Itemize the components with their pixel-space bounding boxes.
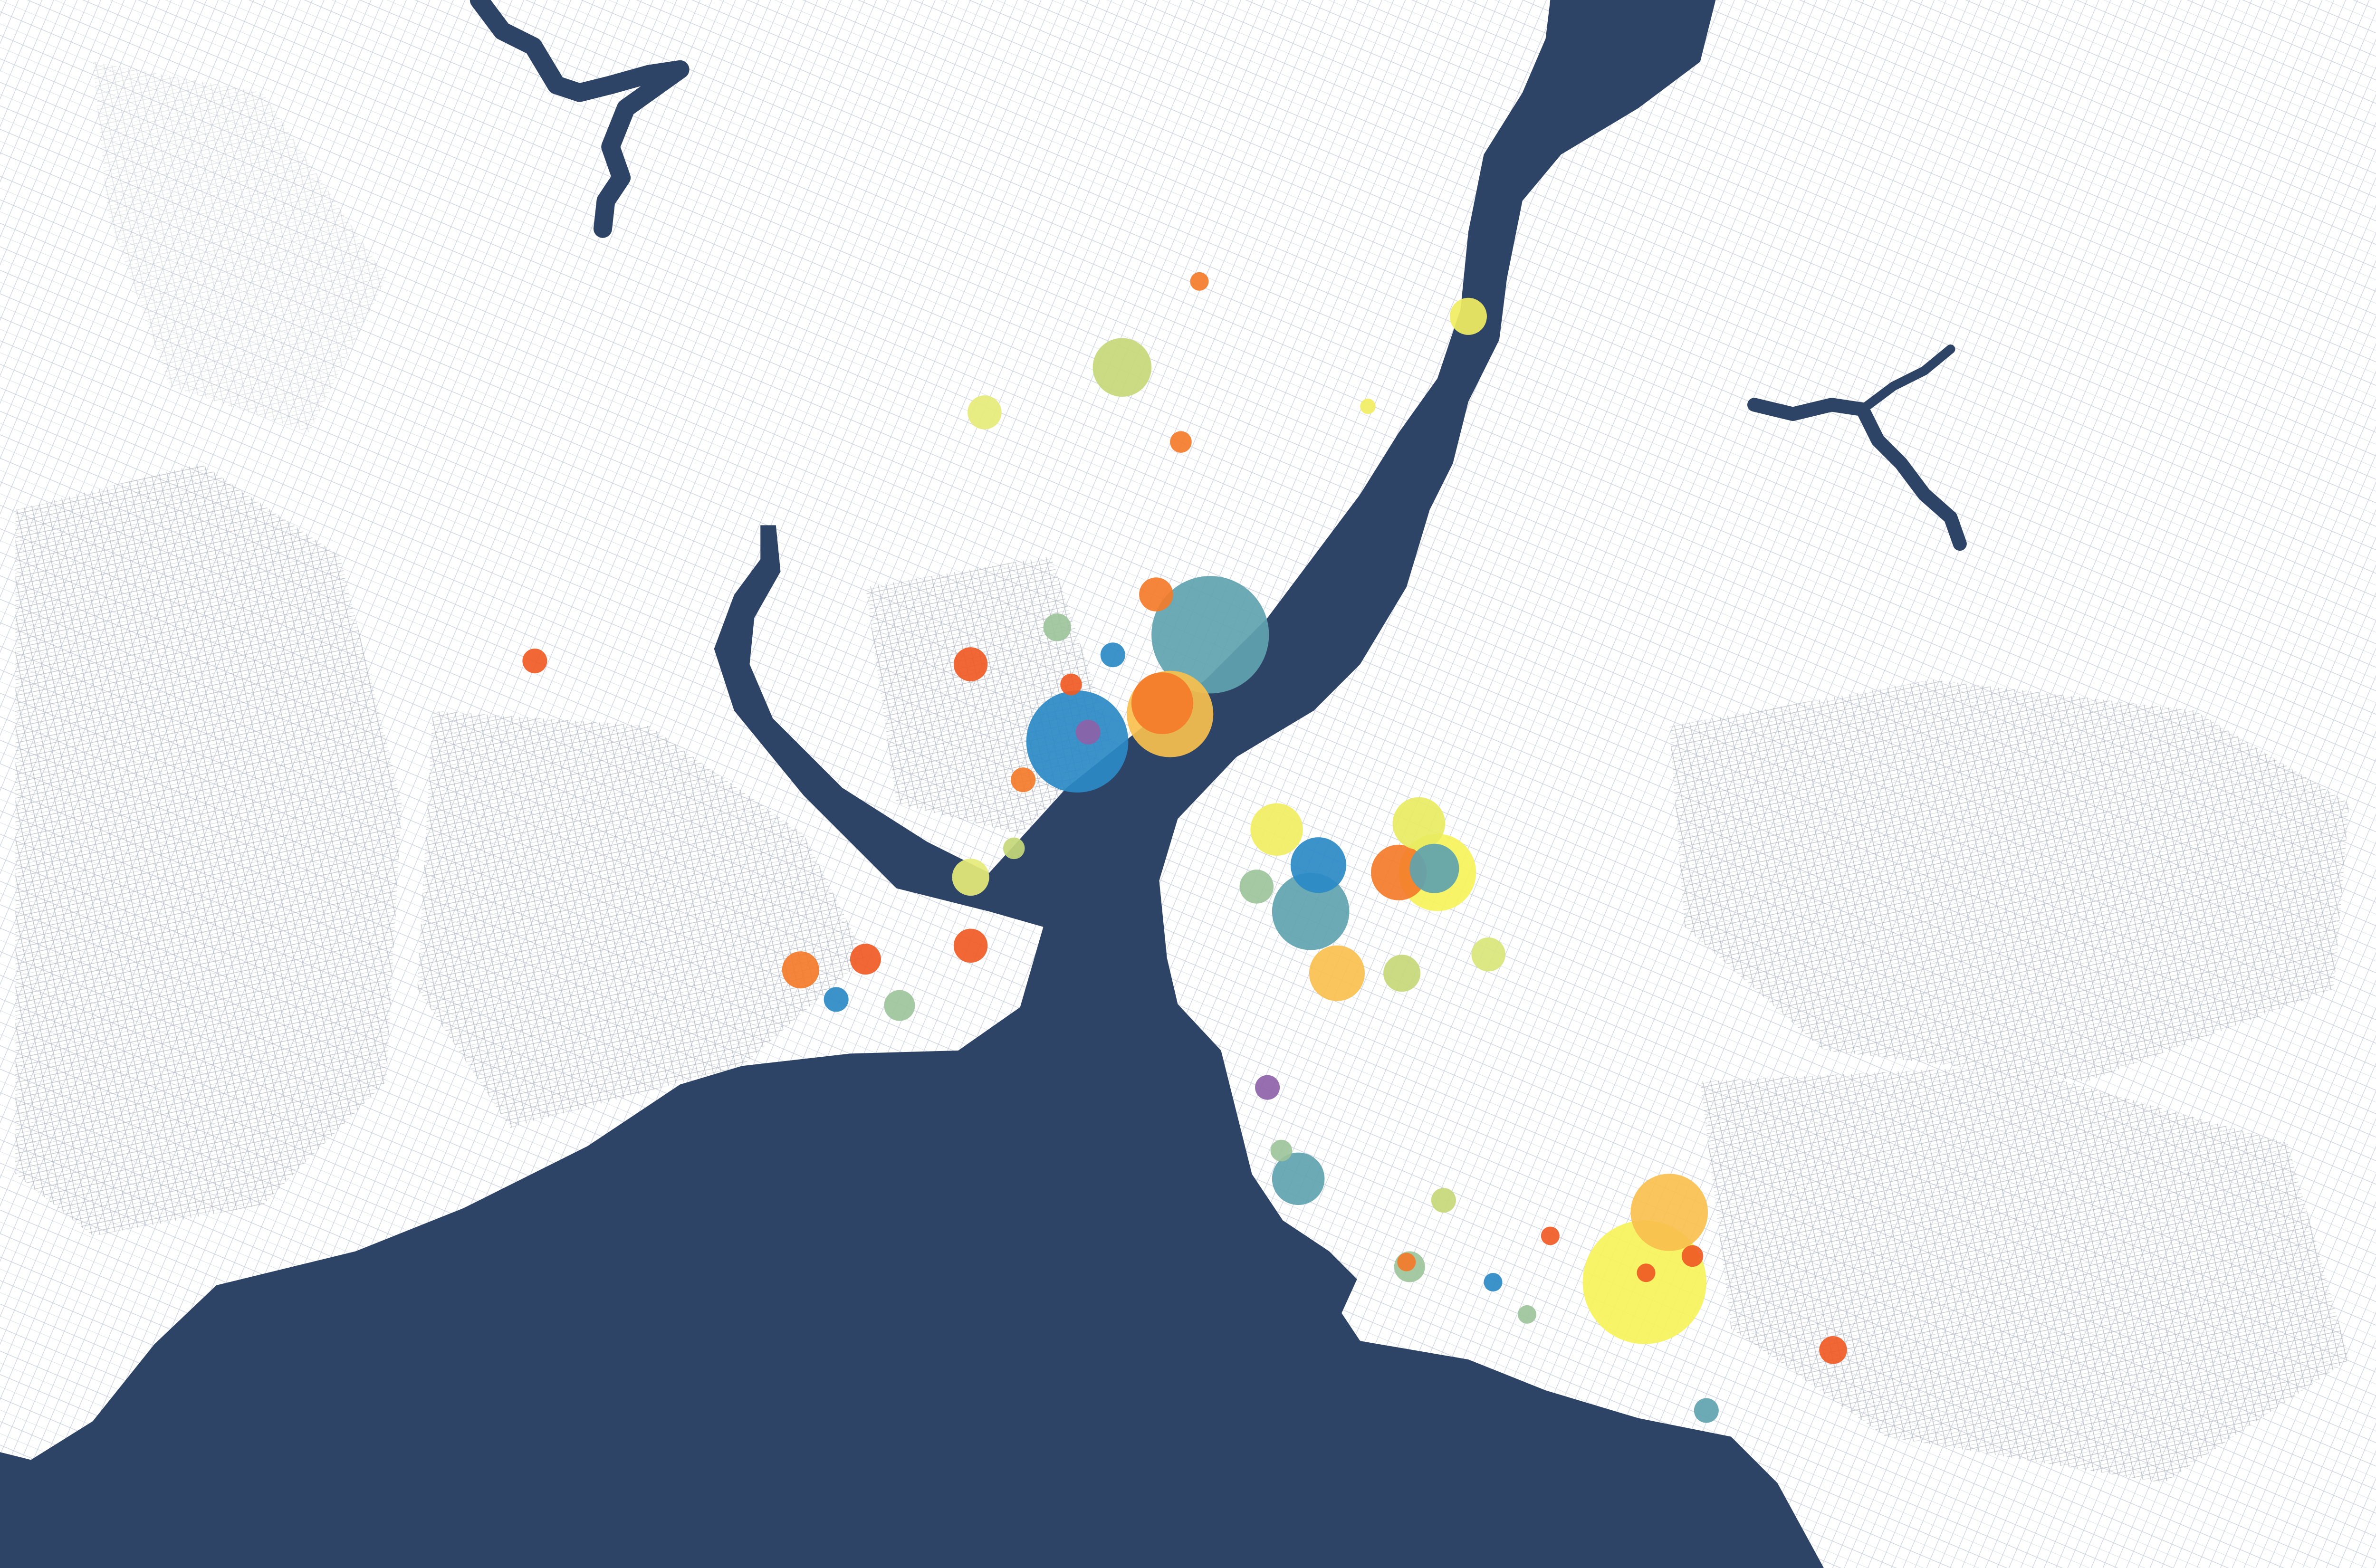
bubble [1484, 1273, 1503, 1292]
reservoir [469, 0, 690, 238]
bubble [1392, 797, 1446, 850]
bubble [1075, 719, 1101, 745]
bubble [1637, 1263, 1656, 1282]
bubble [884, 990, 915, 1021]
bubble [1151, 576, 1269, 694]
bubble [1272, 1152, 1325, 1205]
bubble [953, 647, 988, 681]
bubble [1309, 945, 1365, 1001]
bubble [1582, 1220, 1706, 1344]
bubble [1131, 672, 1193, 735]
bubble [1011, 767, 1036, 793]
reservoir [1747, 398, 1967, 551]
bubble [1026, 690, 1129, 793]
bubble [1819, 1336, 1847, 1364]
bubble [1360, 398, 1376, 414]
bubble-layer [522, 272, 1847, 1423]
bubble [1255, 1075, 1280, 1100]
bubble [824, 987, 849, 1012]
bubble [1431, 1188, 1456, 1213]
bubble [1043, 613, 1072, 641]
bubble [953, 928, 988, 963]
bubble [1471, 937, 1505, 972]
bubble [1003, 837, 1025, 860]
bubble [1409, 843, 1459, 893]
bubble [1681, 1245, 1704, 1267]
bubble [1397, 1252, 1416, 1272]
urban-area [93, 62, 387, 433]
bubble [1239, 870, 1274, 904]
reservoir [1858, 344, 1955, 414]
bubble [1100, 642, 1125, 668]
bubble [782, 951, 819, 989]
urban-area [1669, 679, 2349, 1081]
urban-area [417, 710, 866, 1128]
bubble [1250, 803, 1303, 856]
bubble [1541, 1226, 1560, 1245]
bubble [952, 859, 989, 896]
bubble [968, 395, 1002, 430]
bubble [1694, 1398, 1719, 1423]
water [0, 0, 1824, 1568]
bubble [1272, 872, 1350, 950]
urban-area [1700, 1066, 2349, 1483]
bubble [1449, 297, 1487, 335]
bubble [850, 944, 881, 975]
reservoirs [469, 0, 1967, 551]
bubble [1290, 837, 1346, 893]
bubble [522, 648, 547, 673]
bubble [1630, 1174, 1708, 1251]
bubble [1139, 577, 1173, 612]
bubble [1170, 431, 1192, 453]
bubble [1383, 955, 1421, 992]
bubble [1270, 1139, 1293, 1162]
bubble [1060, 673, 1082, 696]
bubble [1518, 1305, 1537, 1324]
bubble [1190, 272, 1209, 291]
urban-area [15, 463, 402, 1236]
bubble [1092, 338, 1152, 397]
